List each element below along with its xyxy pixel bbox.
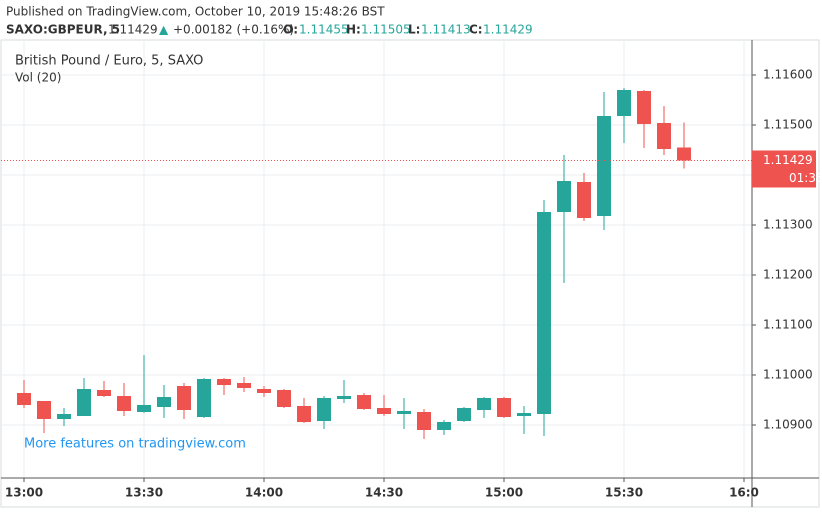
last-price-label: 1.11429	[763, 153, 813, 167]
x-tick-label: 15:30	[605, 486, 643, 500]
legend-title: British Pound / Euro, 5, SAXO	[15, 54, 203, 69]
candle-body	[357, 395, 371, 409]
y-tick-label: 1.10900	[763, 418, 813, 432]
candle-body	[617, 90, 631, 116]
x-tick-label: 15:00	[485, 486, 523, 500]
candle-body	[337, 396, 351, 399]
candle-body	[37, 401, 51, 419]
plot	[1, 88, 752, 439]
candle-body	[57, 414, 71, 419]
c-label: C:	[469, 23, 483, 37]
x-tick-label: 13:00	[5, 486, 43, 500]
y-tick-label: 1.11300	[763, 218, 813, 232]
legend-volume: Vol (20)	[15, 71, 61, 85]
candle-body	[437, 422, 451, 430]
symbol: SAXO:GBPEUR, 5	[6, 23, 120, 37]
candle-body	[377, 408, 391, 414]
candle-body	[157, 397, 171, 407]
candle-body	[17, 393, 31, 405]
low-value: 1.11413	[421, 23, 471, 37]
candle-body	[117, 396, 131, 411]
candle-body	[257, 389, 271, 393]
axes: 1.10900 1.11000 1.11100 1.11200 1.11300 1.114…	[5, 68, 822, 500]
y-tick-label: 1.11100	[763, 318, 813, 332]
watermark-link[interactable]: More features on tradingview.com	[24, 437, 246, 452]
candle-body	[477, 398, 491, 410]
y-tick-label: 1.11600	[763, 68, 813, 82]
last-price-box	[752, 150, 816, 170]
candle-body	[497, 398, 511, 417]
x-tick-label: 14:30	[365, 486, 403, 500]
frame	[0, 39, 820, 508]
candle-body	[217, 379, 231, 385]
candle-body	[177, 386, 191, 410]
candle-body	[397, 411, 411, 414]
candle-body	[137, 405, 151, 412]
candle-body	[657, 123, 671, 149]
change: +0.00182 (+0.16%)	[173, 23, 294, 37]
countdown: 01:35	[789, 171, 822, 185]
high-value: 1.11505	[361, 23, 411, 37]
candle-body	[97, 390, 111, 396]
x-tick-label: 13:30	[125, 486, 163, 500]
candle-body	[417, 412, 431, 430]
candle-body	[537, 212, 551, 414]
x-tick-label: 16:0	[729, 486, 759, 500]
ohlc-line: SAXO:GBPEUR, 5 1.11429 ▲ +0.00182 (+0.16…	[6, 23, 533, 37]
price: 1.11429	[108, 23, 158, 37]
candle-body	[297, 406, 311, 422]
candle-body	[517, 413, 531, 416]
candle-body	[77, 389, 91, 416]
candle-body	[197, 379, 211, 417]
published: Published on TradingView.com, October 10…	[6, 5, 385, 19]
y-tick-label: 1.11500	[763, 118, 813, 132]
y-tick-label: 1.11000	[763, 368, 813, 382]
candle-body	[237, 383, 251, 388]
y-tick-label: 1.11200	[763, 268, 813, 282]
close-value: 1.11429	[483, 23, 533, 37]
h-label: H:	[346, 23, 361, 37]
x-tick-label: 14:00	[245, 486, 283, 500]
candle-body	[277, 390, 291, 407]
o-label: O:	[283, 23, 298, 37]
candle-body	[677, 147, 691, 161]
candle-body	[577, 182, 591, 218]
arrow: ▲	[159, 23, 169, 37]
candle-body	[597, 116, 611, 216]
candle-body	[317, 398, 331, 421]
candle-body	[457, 408, 471, 421]
candle-body	[557, 181, 571, 212]
candle-body	[637, 91, 651, 124]
l-label: L:	[408, 23, 420, 37]
open-value: 1.11455	[299, 23, 349, 37]
countdown-box	[752, 169, 816, 188]
